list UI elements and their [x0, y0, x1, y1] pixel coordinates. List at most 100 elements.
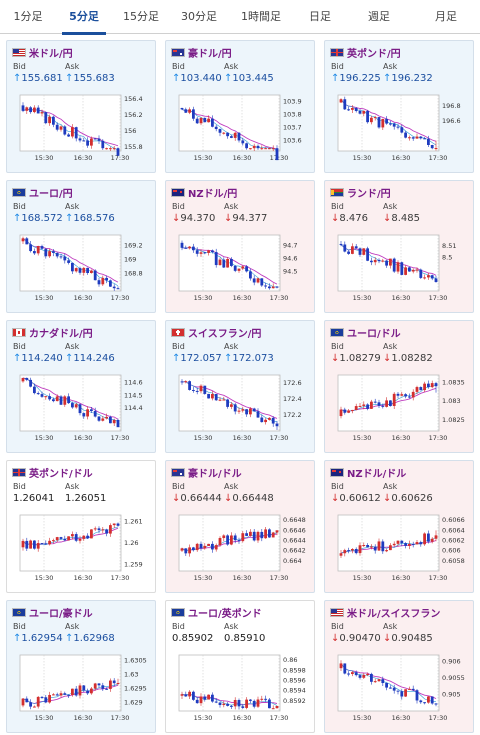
candle — [389, 543, 392, 551]
candle — [362, 248, 366, 256]
tab-4[interactable]: 1時間足 — [241, 10, 281, 23]
pair-name[interactable]: 豪ドル/円 — [188, 48, 232, 60]
chart-container[interactable]: 15:30 16:30 17:30 0.86 0.8598 0.8596 0.8594 0.8… — [177, 653, 307, 727]
rate-card[interactable]: カナダドル/円 Bid Ask ↑114.240 ↑114.246 15:30 16:30 1… — [6, 320, 156, 453]
tab-2[interactable]: 15分足 — [123, 10, 159, 23]
tab-7[interactable]: 月足 — [435, 10, 457, 23]
candle — [237, 268, 241, 273]
rate-card[interactable]: ユーロ/豪ドル Bid Ask ↑1.62954 ↑1.62968 15:30 16:30 1… — [6, 600, 156, 733]
candle-body — [370, 673, 373, 682]
candle-body — [396, 262, 400, 272]
bid-price: 8.476 — [339, 213, 369, 224]
candle — [370, 257, 373, 266]
rate-card[interactable]: 米ドル/円 Bid Ask ↑155.681 ↑155.683 15:30 16:30 17:… — [6, 40, 156, 173]
candle — [226, 398, 229, 409]
candle — [86, 533, 89, 540]
pair-name[interactable]: ユーロ/ドル — [347, 328, 401, 340]
flag-icon — [171, 467, 185, 477]
arrow-down-icon: ↓ — [331, 633, 340, 644]
chart-container[interactable]: 15:30 16:30 17:30 196.8 196.6 — [336, 93, 466, 167]
candle — [358, 109, 362, 115]
candle-body — [192, 389, 195, 391]
card-header: カナダドル/円 — [12, 325, 93, 340]
candle-body — [218, 399, 222, 401]
rate-card[interactable]: 英ポンド/円 Bid Ask ↑196.225 ↑196.232 15:30 16:30 17… — [324, 40, 474, 173]
pair-name[interactable]: カナダドル/円 — [29, 328, 93, 340]
pair-name[interactable]: NZドル/円 — [188, 188, 238, 200]
x-tick-label: 17:30 — [429, 574, 448, 582]
chart-container[interactable]: 15:30 16:30 17:30 8.51 8.5 — [336, 233, 466, 307]
rate-card[interactable]: ユーロ/ドル Bid Ask ↓1.08279 ↓1.08282 15:30 16:30 17… — [324, 320, 474, 453]
candle-body — [268, 148, 271, 150]
pair-name[interactable]: スイスフラン/円 — [188, 328, 262, 340]
pair-name[interactable]: 英ポンド/ドル — [29, 468, 93, 480]
candle — [90, 687, 93, 695]
tab-5[interactable]: 日足 — [309, 10, 331, 23]
chart-container[interactable]: 15:30 16:30 17:30 103.9 103.8 103.7 103.6 — [177, 93, 307, 167]
tab-3[interactable]: 30分足 — [181, 10, 217, 23]
chart-container[interactable]: 15:30 16:30 17:30 172.6 172.4 172.2 — [177, 373, 307, 447]
pair-name[interactable]: 米ドル/円 — [29, 48, 73, 60]
candle-body — [109, 680, 112, 689]
candle — [90, 136, 93, 149]
chart-container[interactable]: 15:30 16:30 17:30 114.6 114.5 114.4 — [18, 373, 148, 447]
tab-0[interactable]: 1分足 — [13, 10, 43, 23]
candle-body — [90, 688, 93, 694]
arrow-up-icon: ↑ — [65, 633, 74, 644]
chart-container[interactable]: 15:30 16:30 17:30 0.6648 0.6646 0.6644 0.6642 0… — [177, 513, 307, 587]
y-tick-label: 103.8 — [283, 111, 302, 119]
rate-card[interactable]: スイスフラン/円 Bid Ask ↑172.057 ↑172.073 15:30 16:30… — [165, 320, 315, 453]
rate-card[interactable]: ランド/円 Bid Ask ↓8.476 ↓8.485 15:30 16:30 17:30 8.… — [324, 180, 474, 313]
pair-name[interactable]: ランド/円 — [347, 188, 391, 200]
candle — [74, 686, 78, 697]
candle — [40, 244, 44, 250]
candle — [71, 401, 74, 409]
rate-card[interactable]: NZドル/ドル Bid Ask ↓0.60612 ↓0.60626 15:30 16:30 1… — [324, 460, 474, 593]
chart-container[interactable]: 15:30 16:30 17:30 1.0835 1.083 1.0825 — [336, 373, 466, 447]
candle-body — [109, 525, 112, 534]
candle-body — [423, 533, 426, 545]
rate-card[interactable]: ユーロ/円 Bid Ask ↑168.572 ↑168.576 15:30 16:30 17:… — [6, 180, 156, 313]
pair-name[interactable]: ユーロ/円 — [29, 188, 73, 200]
rate-card[interactable]: 豪ドル/ドル Bid Ask ↓0.66444 ↓0.66448 15:30 16:30 17… — [165, 460, 315, 593]
candle — [411, 685, 415, 691]
tab-6[interactable]: 週足 — [368, 10, 390, 23]
rate-card[interactable]: 英ポンド/ドル Bid Ask 1.26041 1.26051 15:30 16:30 17:… — [6, 460, 156, 593]
candle — [105, 275, 108, 284]
candle — [434, 275, 438, 283]
candle-body — [392, 258, 396, 272]
candle — [245, 530, 248, 537]
candle-body — [370, 546, 373, 548]
rate-card[interactable]: 米ドル/スイスフラン Bid Ask ↓0.90470 ↓0.90485 15:30 16:… — [324, 600, 474, 733]
chart-container[interactable]: 15:30 16:30 17:30 0.906 0.9055 0.905 — [336, 653, 466, 727]
chart-container[interactable]: 15:30 16:30 17:30 1.261 1.26 1.259 — [18, 513, 148, 587]
bid-price: 196.225 — [339, 73, 381, 84]
pair-name[interactable]: 豪ドル/ドル — [188, 468, 242, 480]
tab-1[interactable]: 5分足 — [56, 0, 112, 35]
rate-card[interactable]: NZドル/円 Bid Ask ↓94.370 ↓94.377 15:30 16:30 17:3… — [165, 180, 315, 313]
candle — [86, 688, 89, 695]
chart-container[interactable]: 15:30 16:30 17:30 94.7 94.6 94.5 — [177, 233, 307, 307]
chart-container[interactable]: 15:30 16:30 17:30 169.2 169 168.8 — [18, 233, 148, 307]
candle-body — [373, 546, 377, 551]
chart-container[interactable]: 15:30 16:30 17:30 0.6066 0.6064 0.6062 0.606 0.… — [336, 513, 466, 587]
pair-name[interactable]: NZドル/ドル — [347, 468, 407, 480]
candle-body — [271, 148, 275, 150]
pair-name[interactable]: 英ポンド/円 — [347, 48, 401, 60]
candle-body — [260, 698, 264, 700]
y-tick-label: 1.083 — [442, 397, 461, 405]
ask-price: 103.445 — [232, 73, 274, 84]
pair-name[interactable]: 米ドル/スイスフラン — [347, 608, 441, 620]
candle — [36, 540, 40, 552]
rate-card[interactable]: 豪ドル/円 Bid Ask ↑103.440 ↑103.445 15:30 16:30 17:… — [165, 40, 315, 173]
chart-container[interactable]: 15:30 16:30 17:30 1.6305 1.63 1.6295 1.629 — [18, 653, 148, 727]
pair-name[interactable]: ユーロ/英ポンド — [188, 608, 262, 620]
chart-container[interactable]: 15:30 16:30 17:30 156.4 156.2 156 155.8 — [18, 93, 148, 167]
rate-card[interactable]: ユーロ/英ポンド Bid Ask 0.85902 0.85910 15:30 16:30 17… — [165, 600, 315, 733]
card-header: 豪ドル/ドル — [171, 465, 242, 480]
candle-body — [203, 545, 207, 549]
candle — [218, 701, 222, 708]
pair-name[interactable]: ユーロ/豪ドル — [29, 608, 93, 620]
x-tick-label: 17:30 — [429, 294, 448, 302]
bid-label: Bid — [13, 342, 26, 351]
